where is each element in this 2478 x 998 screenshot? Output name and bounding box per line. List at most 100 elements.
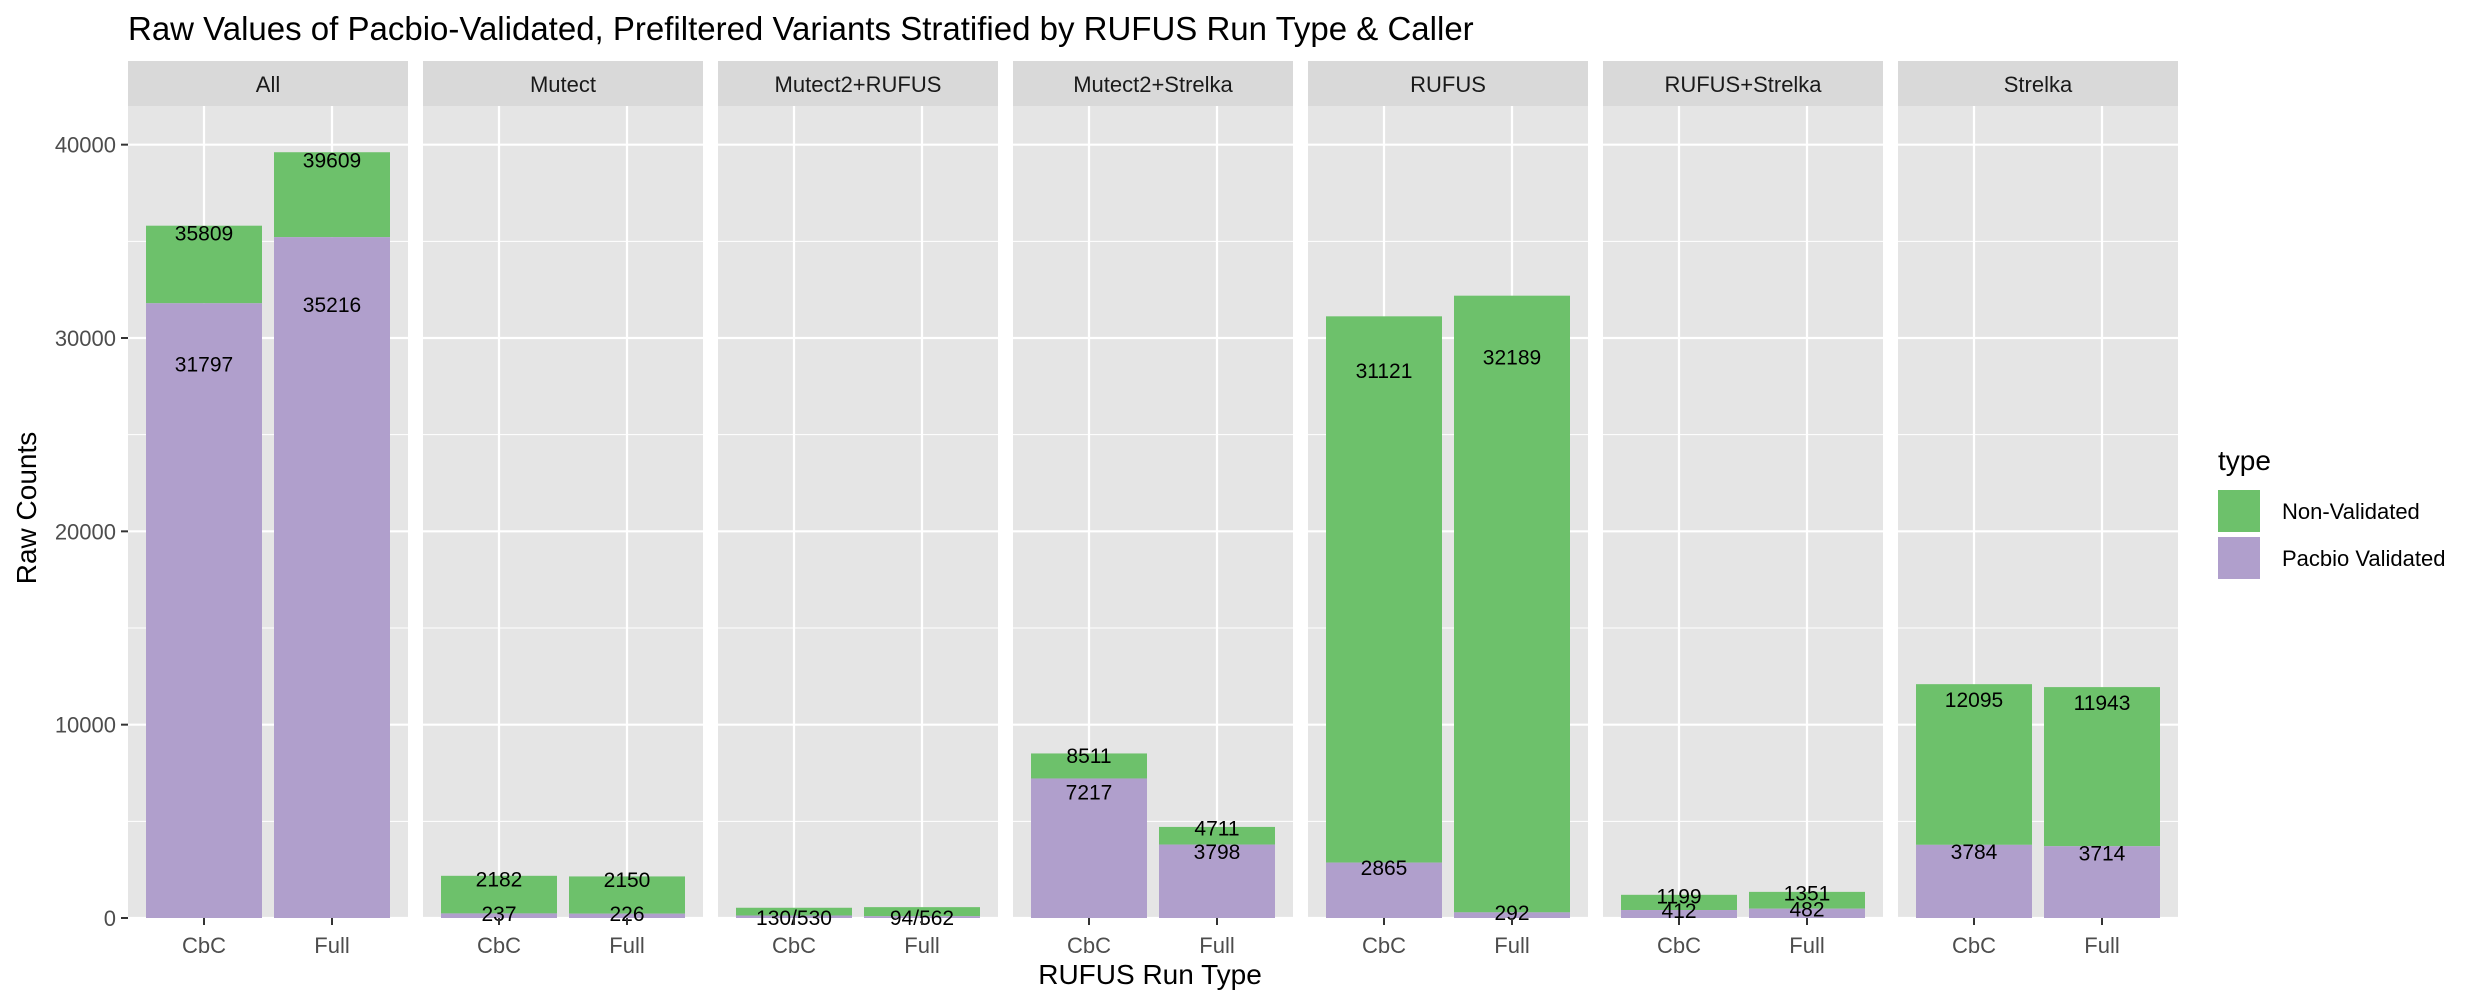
bar-non-validated (2044, 687, 2160, 847)
bar-pacbio-validated (1031, 778, 1147, 918)
bar-non-validated (1916, 684, 2032, 845)
facet-strip (1603, 61, 1883, 106)
x-tick-label: CbC (772, 933, 816, 958)
bar-total-label: 4711 (1194, 818, 1239, 841)
bar-validated-label: 3798 (1194, 841, 1241, 864)
bar-validated-label: 226 (609, 903, 644, 926)
bar-validated-label: 412 (1661, 900, 1696, 923)
legend-key-non-validated (2218, 490, 2260, 532)
bar-pacbio-validated (736, 915, 852, 918)
legend-title: type (2218, 445, 2271, 476)
x-tick-label: CbC (182, 933, 226, 958)
facet-strip (1013, 61, 1293, 106)
x-tick-label: Full (2084, 933, 2119, 958)
bar-non-validated (1621, 894, 1737, 911)
bar-total-label: 1199 (1656, 885, 1701, 908)
facet-strip-label: All (256, 72, 280, 97)
x-tick-label: CbC (1362, 933, 1406, 958)
facet-panels: All 35809 31797 CbC 39609 35216 Full Mutect 2182… (128, 61, 2178, 958)
facet-panel-background (1603, 106, 1883, 918)
x-tick-label: Full (1199, 933, 1234, 958)
bar-total-label: 12095 (1945, 689, 2003, 712)
facet-strip-label: RUFUS+Strelka (1664, 72, 1822, 97)
bar-pacbio-validated (1749, 908, 1865, 918)
bar-validated-label: 7217 (1066, 781, 1113, 804)
bar-validated-label: 237 (481, 903, 516, 926)
bar-non-validated (1326, 316, 1442, 863)
facet-strip (718, 61, 998, 106)
facet-strip-label: Strelka (2004, 72, 2073, 97)
facet-strip (423, 61, 703, 106)
x-tick-label: CbC (1952, 933, 1996, 958)
bar-total-label: 35809 (175, 222, 233, 245)
bar-non-validated (569, 876, 685, 914)
y-tick-label: 40000 (55, 133, 116, 158)
legend-key-pacbio-validated (2218, 537, 2260, 579)
bar-non-validated (274, 152, 390, 238)
bar-non-validated (146, 225, 262, 304)
x-tick-label: CbC (477, 933, 521, 958)
bar-non-validated (1749, 891, 1865, 909)
y-tick-label: 30000 (55, 326, 116, 351)
y-axis-title: Raw Counts (11, 432, 42, 585)
legend: type Non-Validated Pacbio Validated (2218, 445, 2446, 579)
y-tick-label: 10000 (55, 713, 116, 738)
facet-strip (1898, 61, 2178, 106)
facet-panel-background (718, 106, 998, 918)
x-axis-title: RUFUS Run Type (1038, 959, 1262, 990)
bar-validated-label: 3714 (2079, 842, 2126, 865)
facet-strip (1308, 61, 1588, 106)
bar-total-label: 11943 (2074, 692, 2131, 715)
bar-pacbio-validated (1916, 844, 2032, 918)
bar-total-label: 2150 (604, 869, 651, 892)
y-tick-label: 0 (104, 906, 116, 931)
x-tick-label: CbC (1657, 933, 1701, 958)
bar-non-validated (1454, 295, 1570, 913)
bar-pacbio-validated (864, 916, 980, 918)
x-tick-label: Full (314, 933, 349, 958)
bar-pacbio-validated (1326, 862, 1442, 918)
y-tick-label: 20000 (55, 519, 116, 544)
legend-label-non-validated: Non-Validated (2282, 499, 2420, 524)
facet-strip-label: Mutect2+Strelka (1073, 72, 1233, 97)
chart-title: Raw Values of Pacbio-Validated, Prefilte… (128, 10, 1474, 47)
bar-non-validated (1031, 753, 1147, 779)
facet-strelka: Strelka 12095 3784 CbC 11943 3714 Full (1898, 61, 2178, 958)
bar-non-validated (736, 907, 852, 916)
bar-validated-label: 35216 (303, 294, 361, 317)
facet-strip-label: Mutect (530, 72, 596, 97)
x-tick-label: Full (1789, 933, 1824, 958)
bar-pacbio-validated (2044, 846, 2160, 918)
bar-pacbio-validated (1454, 912, 1570, 918)
bar-non-validated (441, 875, 557, 914)
facet-panel-background (423, 106, 703, 918)
x-tick-label: Full (1494, 933, 1529, 958)
bar-validated-label: 482 (1789, 899, 1824, 922)
facet-strip-label: RUFUS (1410, 72, 1486, 97)
facet-strip-label: Mutect2+RUFUS (775, 72, 942, 97)
x-tick-label: CbC (1067, 933, 1111, 958)
bar-pacbio-validated (274, 237, 390, 918)
bar-total-label: 8511 (1066, 745, 1111, 768)
y-axis: 0 10000 20000 30000 40000 (55, 133, 128, 931)
bar-total-label: 1351 (1784, 883, 1831, 906)
facet-strip (128, 61, 408, 106)
facet-rufus: RUFUS 31121 2865 CbC 32189 292 Full (1308, 61, 1588, 958)
bar-total-label: 39609 (303, 150, 361, 173)
x-tick-label: Full (609, 933, 644, 958)
bar-validated-label: 3784 (1951, 841, 1998, 864)
bar-total-label: 31121 (1356, 360, 1413, 383)
facet-mutect: Mutect 2182 237 CbC 2150 226 Full (423, 61, 703, 958)
bar-validated-label: 2865 (1361, 857, 1408, 880)
bar-pacbio-validated (146, 303, 262, 918)
x-tick-label: Full (904, 933, 939, 958)
legend-label-pacbio-validated: Pacbio Validated (2282, 546, 2446, 571)
bar-non-validated (864, 907, 980, 917)
bar-pacbio-validated (1621, 910, 1737, 918)
bar-validated-label: 31797 (175, 354, 233, 377)
